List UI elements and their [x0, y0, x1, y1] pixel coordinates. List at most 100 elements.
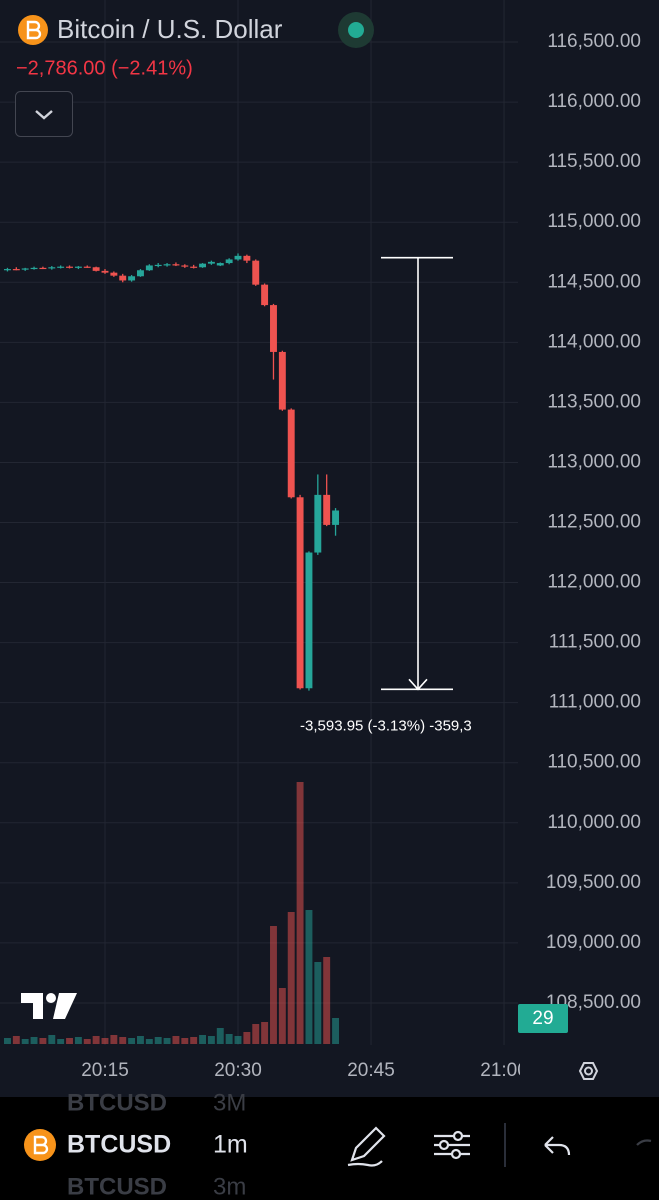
- candle-body: [296, 497, 304, 689]
- x-tick-label: 21:00: [480, 1060, 528, 1081]
- candle-body: [278, 351, 286, 410]
- candle-body: [252, 260, 260, 285]
- candle-body: [137, 270, 144, 277]
- volume-bar: [332, 1018, 340, 1044]
- indicators-icon[interactable]: [434, 1130, 470, 1160]
- x-tick-label: 20:45: [347, 1060, 395, 1081]
- candle-body: [12, 269, 20, 271]
- volume-bar: [296, 782, 304, 1044]
- price-axis: 116,500.00 116,000.00 115,500.00 115,000.00…: [546, 31, 641, 1013]
- volume-bar: [119, 1037, 127, 1044]
- time-axis: 20:15 20:30 20:45 21:00: [81, 1060, 528, 1081]
- interval-button[interactable]: 1m: [213, 1131, 248, 1159]
- y-tick-label: 116,500.00: [547, 31, 641, 52]
- candle-body: [234, 255, 242, 260]
- undo-icon[interactable]: [544, 1136, 571, 1156]
- symbol-button[interactable]: BTCUSD: [67, 1131, 171, 1159]
- y-tick-label: 113,000.00: [547, 451, 641, 472]
- candle-body: [332, 510, 340, 525]
- candle-body: [199, 263, 206, 268]
- volume-bar: [74, 1037, 82, 1044]
- volume-bar: [287, 912, 295, 1044]
- volume-bar: [216, 1028, 224, 1044]
- grid: [0, 0, 518, 1045]
- candle-body: [74, 266, 82, 268]
- y-tick-label: 112,000.00: [547, 572, 641, 593]
- countdown-badge: [518, 1004, 568, 1033]
- y-tick-label: 113,500.00: [547, 391, 641, 412]
- measure-label: -3,593.95 (-3.13%) -359,3: [300, 717, 472, 734]
- y-tick-label: 115,500.00: [547, 151, 641, 172]
- y-tick-label: 112,500.00: [547, 512, 641, 533]
- y-tick-label: 115,000.00: [547, 211, 641, 232]
- volume-bar: [305, 910, 313, 1044]
- volume-bar: [154, 1037, 162, 1044]
- volume-bar: [225, 1034, 233, 1044]
- volume-bar: [48, 1035, 56, 1044]
- candle-body: [323, 494, 331, 525]
- settings-icon[interactable]: [578, 1062, 599, 1080]
- candle-body: [181, 265, 189, 267]
- price-change: −2,786.00 (−2.41%): [16, 57, 193, 79]
- volume-bar: [57, 1039, 65, 1044]
- volume-bar: [261, 1022, 269, 1044]
- y-tick-label: 108,500.00: [546, 992, 641, 1013]
- volume-bar: [190, 1037, 198, 1044]
- candle-body: [207, 261, 215, 264]
- candle-body: [243, 255, 251, 261]
- candle-body: [39, 267, 47, 270]
- chevron-icon: [35, 110, 53, 120]
- y-tick-label: 114,000.00: [547, 331, 641, 352]
- candle-body: [216, 263, 224, 266]
- y-tick-label: 111,000.00: [549, 692, 641, 713]
- candle-body: [225, 259, 233, 264]
- candle-body: [110, 272, 118, 276]
- volume-bar: [234, 1036, 242, 1044]
- measure-tool[interactable]: -3,593.95 (-3.13%) -359,3: [300, 256, 472, 735]
- candle-body: [163, 264, 171, 266]
- volume-bar: [243, 1032, 251, 1044]
- volume-bar: [66, 1038, 73, 1044]
- tv-logo: [21, 993, 77, 1019]
- candle-body: [261, 284, 269, 306]
- y-tick-label: 110,500.00: [547, 752, 641, 773]
- y-tick-label: 111,500.00: [549, 632, 641, 653]
- volume-bar: [83, 1039, 91, 1044]
- candle-body: [305, 552, 313, 689]
- countdown: 29: [532, 1008, 553, 1029]
- candle-body: [57, 266, 65, 268]
- redo-icon[interactable]: [636, 1139, 652, 1146]
- volume-bar: [181, 1038, 189, 1044]
- candle-body: [119, 275, 127, 281]
- x-tick-label: 20:15: [81, 1060, 129, 1081]
- ghost-interval: 3M: [213, 1089, 246, 1116]
- ghost-interval: 3m: [213, 1173, 246, 1200]
- ghost-symbol: BTCUSD: [67, 1089, 167, 1116]
- candle-body: [190, 266, 198, 268]
- volume-bar: [12, 1036, 20, 1044]
- volume-layer: [3, 782, 340, 1044]
- toggle-button[interactable]: [15, 91, 73, 137]
- bitcoin-glyph: [26, 20, 42, 40]
- volume-bar: [145, 1039, 153, 1044]
- draw-icon[interactable]: [347, 1126, 386, 1167]
- candle-layer: [3, 253, 340, 691]
- market-status[interactable]: [348, 22, 364, 38]
- volume-bar: [163, 1038, 171, 1044]
- volume-bar: [270, 926, 277, 1044]
- volume-bar: [207, 1036, 215, 1044]
- volume-bar: [128, 1038, 136, 1044]
- candle-body: [172, 264, 180, 266]
- candle-body: [128, 276, 136, 281]
- ghost-symbol: BTCUSD: [67, 1173, 167, 1200]
- candle-body: [92, 267, 100, 271]
- y-tick-label: 114,500.00: [547, 271, 641, 292]
- volume-bar: [3, 1038, 11, 1044]
- volume-bar: [252, 1024, 260, 1044]
- y-tick-label: 116,000.00: [547, 91, 641, 112]
- candle-body: [21, 268, 29, 270]
- candle-body: [66, 266, 73, 268]
- candle-body: [154, 264, 162, 267]
